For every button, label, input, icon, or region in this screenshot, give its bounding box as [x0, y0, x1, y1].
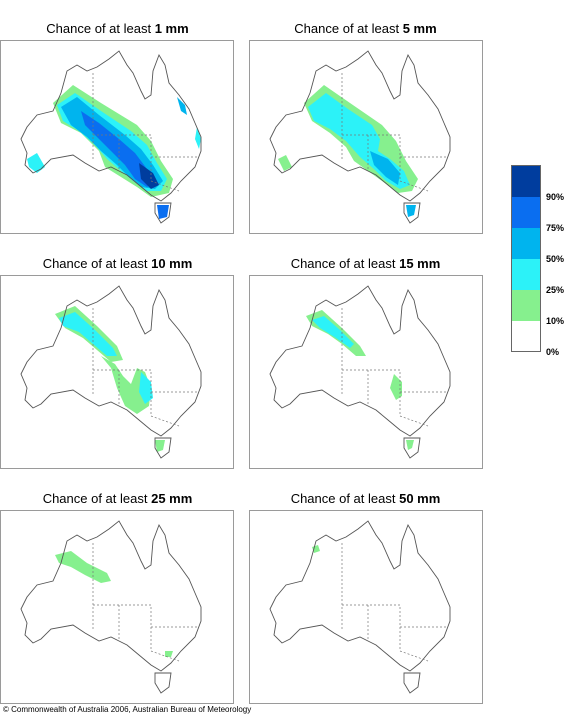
- panel-title-50mm: Chance of at least 50 mm: [290, 491, 441, 506]
- legend-label-25: 25%: [546, 285, 565, 295]
- legend-label-50: 50%: [546, 254, 565, 264]
- rain-map-15mm: [249, 275, 483, 469]
- legend-label-90: 90%: [546, 192, 565, 202]
- legend-swatch-90-100: [512, 166, 540, 197]
- legend-swatch-0-10: [512, 321, 540, 351]
- legend-label-75: 75%: [546, 223, 565, 233]
- panel-title-15mm: Chance of at least 15 mm: [290, 256, 441, 271]
- legend-swatch-75-90: [512, 197, 540, 228]
- rain-map-10mm: [0, 275, 234, 469]
- legend-swatch-10-25: [512, 290, 540, 321]
- legend-label-0: 0%: [546, 347, 560, 357]
- probability-legend: [511, 165, 541, 352]
- panel-title-5mm: Chance of at least 5 mm: [294, 21, 437, 36]
- legend-label-10: 10%: [546, 316, 565, 326]
- legend-swatch-25-50: [512, 259, 540, 290]
- rain-map-1mm: [0, 40, 234, 234]
- panel-title-10mm: Chance of at least 10 mm: [42, 256, 193, 271]
- rain-map-50mm: [249, 510, 483, 704]
- rain-map-5mm: [249, 40, 483, 234]
- panel-title-1mm: Chance of at least 1 mm: [46, 21, 189, 36]
- legend-swatch-50-75: [512, 228, 540, 259]
- copyright-text: © Commonwealth of Australia 2006, Austra…: [3, 705, 252, 714]
- rain-map-25mm: [0, 510, 234, 704]
- panel-title-25mm: Chance of at least 25 mm: [42, 491, 193, 506]
